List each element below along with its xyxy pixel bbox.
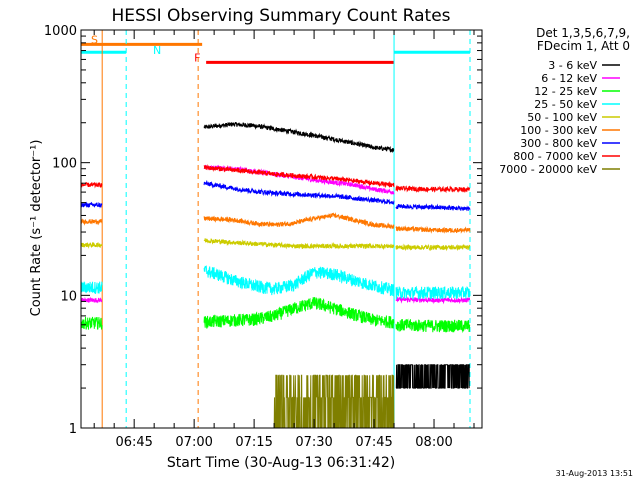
x-tick-label: 07:15 — [235, 435, 272, 450]
y-tick-label: 1000 — [44, 24, 77, 39]
flag-bars: S N F — [81, 33, 471, 64]
legend-label: 300 - 800 keV — [520, 137, 597, 150]
legend-label: 50 - 100 keV — [527, 111, 597, 124]
series-line — [203, 121, 470, 389]
legend-label: 100 - 300 keV — [520, 124, 597, 137]
y-axis-title: Count Rate (s⁻¹ detector⁻¹) — [29, 140, 44, 317]
x-tick-label: 07:45 — [355, 435, 392, 450]
timestamp: 31-Aug-2013 13:51 — [556, 469, 633, 478]
legend-header-line-1: Det 1,3,5,6,7,9, — [536, 26, 630, 40]
legend-label: 800 - 7000 keV — [513, 150, 597, 163]
legend-label: 6 - 12 keV — [541, 72, 597, 85]
y-tick-label: 1 — [69, 422, 77, 437]
legend-label: 3 - 6 keV — [548, 59, 597, 72]
series-line — [80, 164, 471, 194]
y-tick-label: 10 — [60, 289, 77, 304]
chart-title: HESSI Observing Summary Count Rates — [111, 6, 450, 26]
series-line — [80, 265, 471, 300]
legend-label: 7000 - 20000 keV — [499, 163, 597, 176]
legend-label: 12 - 25 keV — [534, 85, 597, 98]
flag-label: N — [153, 44, 161, 57]
y-tick-label: 100 — [52, 157, 77, 172]
series-line — [80, 164, 471, 305]
flag-label: F — [194, 51, 200, 64]
plot-frame — [80, 29, 483, 429]
legend-header-line-2: FDecim 1, Att 0 — [537, 39, 630, 53]
legend-label: 25 - 50 keV — [534, 98, 597, 111]
x-tick-label: 08:00 — [415, 435, 452, 450]
series-group — [80, 121, 471, 429]
x-axis-title: Start Time (30-Aug-13 06:31:42) — [167, 455, 395, 471]
legend: Det 1,3,5,6,7,9, FDecim 1, Att 0 3 - 6 k… — [499, 26, 630, 176]
flag-label: S — [91, 33, 98, 46]
x-tick-label: 07:00 — [175, 435, 212, 450]
series-line — [80, 238, 471, 252]
series-line — [80, 212, 471, 234]
x-tick-label: 06:45 — [115, 435, 152, 450]
axes: 1 10 100 1000 06:45 07:00 07:15 07:30 07:45 08:00 — [44, 24, 483, 450]
series-line — [80, 297, 471, 334]
x-tick-label: 07:30 — [295, 435, 332, 450]
series-line — [80, 179, 471, 212]
